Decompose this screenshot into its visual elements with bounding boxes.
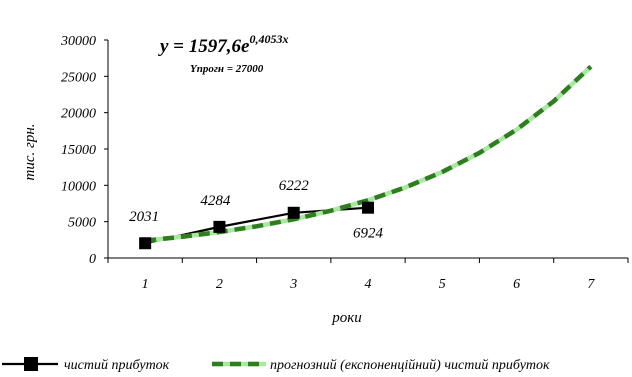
tick-labels: 0 5000 10000 15000 20000 25000 30000 1 2 3 4 5 6 7 bbox=[60, 34, 595, 292]
y-axis-label: тис. грн. bbox=[22, 123, 38, 180]
series-layer bbox=[139, 64, 593, 250]
y-tick-label: 25000 bbox=[61, 70, 96, 85]
data-point-marker bbox=[287, 206, 300, 219]
y-tick-label: 10000 bbox=[61, 179, 96, 194]
data-label: 6222 bbox=[279, 178, 310, 194]
data-label: 2031 bbox=[129, 209, 159, 225]
data-label: 6924 bbox=[353, 226, 384, 242]
axes bbox=[104, 39, 629, 263]
y-tick-label: 15000 bbox=[61, 143, 96, 158]
data-point-marker bbox=[362, 201, 374, 214]
x-tick-label: 2 bbox=[216, 277, 223, 292]
forecast-annotation: Yпрогн = 27000 bbox=[190, 63, 264, 75]
y-tick-label: 20000 bbox=[61, 107, 96, 122]
series-line-forecast-base bbox=[144, 64, 593, 243]
x-tick-label: 6 bbox=[513, 277, 520, 292]
equation-text: y = 1597,6e bbox=[158, 36, 250, 57]
y-tick-label: 0 bbox=[89, 252, 96, 267]
y-tick-label: 5000 bbox=[68, 216, 96, 231]
series-line-forecast bbox=[144, 64, 593, 243]
x-tick-label: 4 bbox=[365, 277, 372, 292]
legend: чистий прибуток прогнозний (експоненційни… bbox=[2, 357, 550, 373]
legend-label-actual: чистий прибуток bbox=[64, 358, 170, 372]
y-tick-label: 30000 bbox=[60, 34, 96, 49]
data-labels: 2031 4284 6222 6924 bbox=[129, 178, 383, 242]
x-tick-label: 1 bbox=[142, 277, 149, 292]
equation-annotation: y = 1597,6e0,4053x bbox=[158, 32, 288, 57]
x-tick-label: 3 bbox=[289, 277, 297, 292]
data-point-marker bbox=[213, 220, 226, 233]
data-point-marker bbox=[139, 237, 152, 250]
data-label: 4284 bbox=[200, 193, 231, 209]
x-axis-label: роки bbox=[331, 310, 362, 326]
legend-marker-actual bbox=[24, 357, 38, 371]
equation-exponent: 0,4053x bbox=[249, 32, 288, 46]
x-tick-label: 7 bbox=[587, 277, 595, 292]
legend-label-forecast: прогнозний (експоненційний) чистий прибу… bbox=[270, 358, 550, 372]
x-tick-label: 5 bbox=[439, 277, 446, 292]
